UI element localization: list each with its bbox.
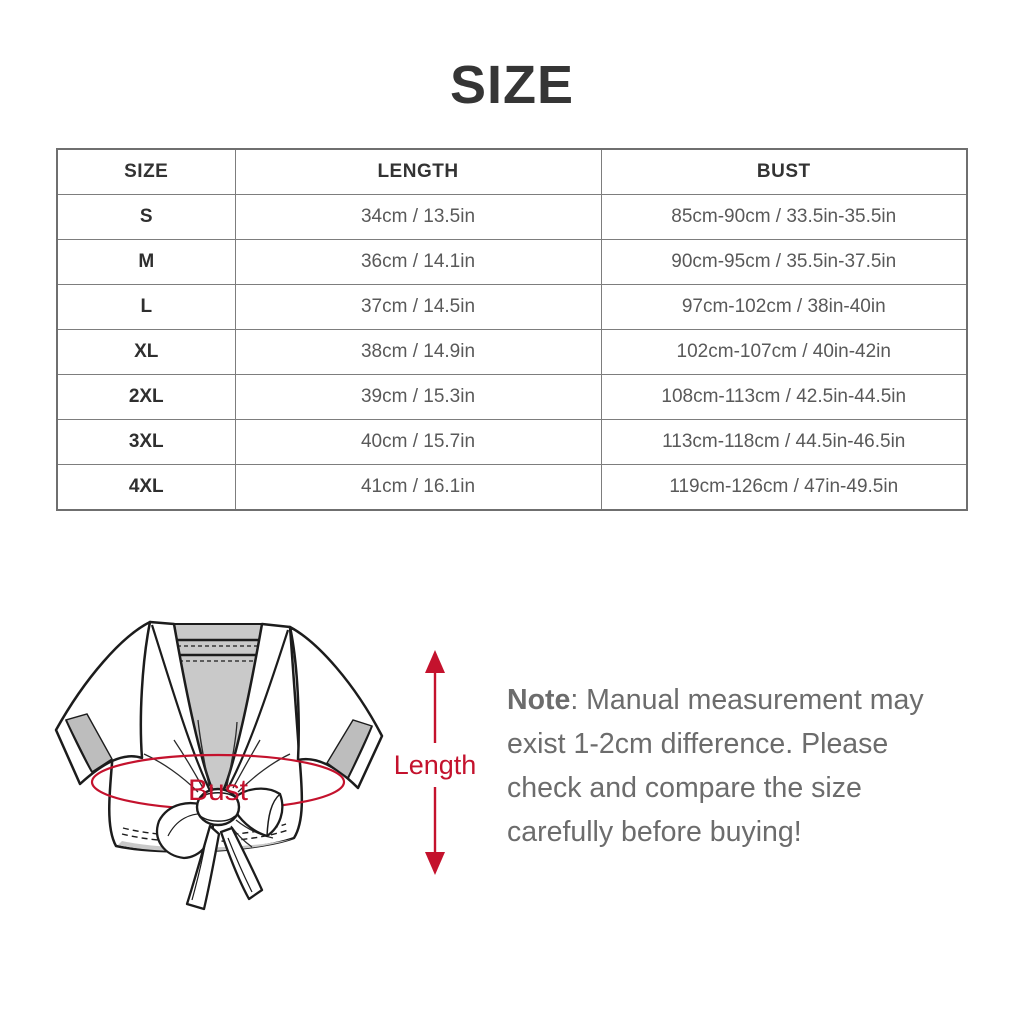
header-size: SIZE (56, 148, 236, 195)
size-value: 3XL (56, 419, 236, 465)
lapel-fold-lines (150, 624, 290, 798)
bow-knot (156, 787, 284, 911)
length-label: Length (394, 750, 477, 780)
size-value: M (56, 239, 236, 285)
bust-label: Bust (188, 774, 249, 807)
bust-value: 102cm-107cm / 40in-42in (600, 329, 968, 375)
left-sleeve (54, 620, 152, 786)
table-row: 2XL 39cm / 15.3in 108cm-113cm / 42.5in-4… (56, 374, 968, 420)
length-value: 37cm / 14.5in (234, 284, 602, 330)
length-value: 39cm / 15.3in (234, 374, 602, 420)
arrow-down-icon (425, 852, 445, 875)
length-arrow: Length (394, 650, 477, 875)
length-value: 40cm / 15.7in (234, 419, 602, 465)
bust-value: 85cm-90cm / 33.5in-35.5in (600, 194, 968, 240)
header-bust: BUST (600, 148, 968, 195)
size-value: 4XL (56, 464, 236, 511)
size-value: XL (56, 329, 236, 375)
size-value: S (56, 194, 236, 240)
table-row: XL 38cm / 14.9in 102cm-107cm / 40in-42in (56, 329, 968, 375)
bust-value: 108cm-113cm / 42.5in-44.5in (600, 374, 968, 420)
note-text: Note: Manual measurement may exist 1-2cm… (507, 678, 969, 854)
size-value: L (56, 284, 236, 330)
right-sleeve (288, 625, 384, 790)
table-header-row: SIZE LENGTH BUST (56, 148, 968, 195)
table-row: 4XL 41cm / 16.1in 119cm-126cm / 47in-49.… (56, 464, 968, 511)
bust-value: 119cm-126cm / 47in-49.5in (600, 464, 968, 511)
arrow-up-icon (425, 650, 445, 673)
note-label: Note (507, 684, 571, 716)
length-value: 34cm / 13.5in (234, 194, 602, 240)
header-length: LENGTH (234, 148, 602, 195)
size-value: 2XL (56, 374, 236, 420)
garment-illustration: Bust (54, 620, 384, 911)
bust-value: 97cm-102cm / 38in-40in (600, 284, 968, 330)
table-row: M 36cm / 14.1in 90cm-95cm / 35.5in-37.5i… (56, 239, 968, 285)
size-table: SIZE LENGTH BUST S 34cm / 13.5in 85cm-90… (56, 148, 968, 511)
length-value: 36cm / 14.1in (234, 239, 602, 285)
table-row: L 37cm / 14.5in 97cm-102cm / 38in-40in (56, 284, 968, 330)
table-row: S 34cm / 13.5in 85cm-90cm / 33.5in-35.5i… (56, 194, 968, 240)
page-title: SIZE (449, 55, 575, 115)
neckband-stitching (176, 638, 260, 662)
table-row: 3XL 40cm / 15.7in 113cm-118cm / 44.5in-4… (56, 419, 968, 465)
bust-value: 90cm-95cm / 35.5in-37.5in (600, 239, 968, 285)
length-value: 41cm / 16.1in (234, 464, 602, 511)
length-value: 38cm / 14.9in (234, 329, 602, 375)
note-body: : Manual measurement may exist 1-2cm dif… (507, 684, 924, 848)
bust-value: 113cm-118cm / 44.5in-46.5in (600, 419, 968, 465)
